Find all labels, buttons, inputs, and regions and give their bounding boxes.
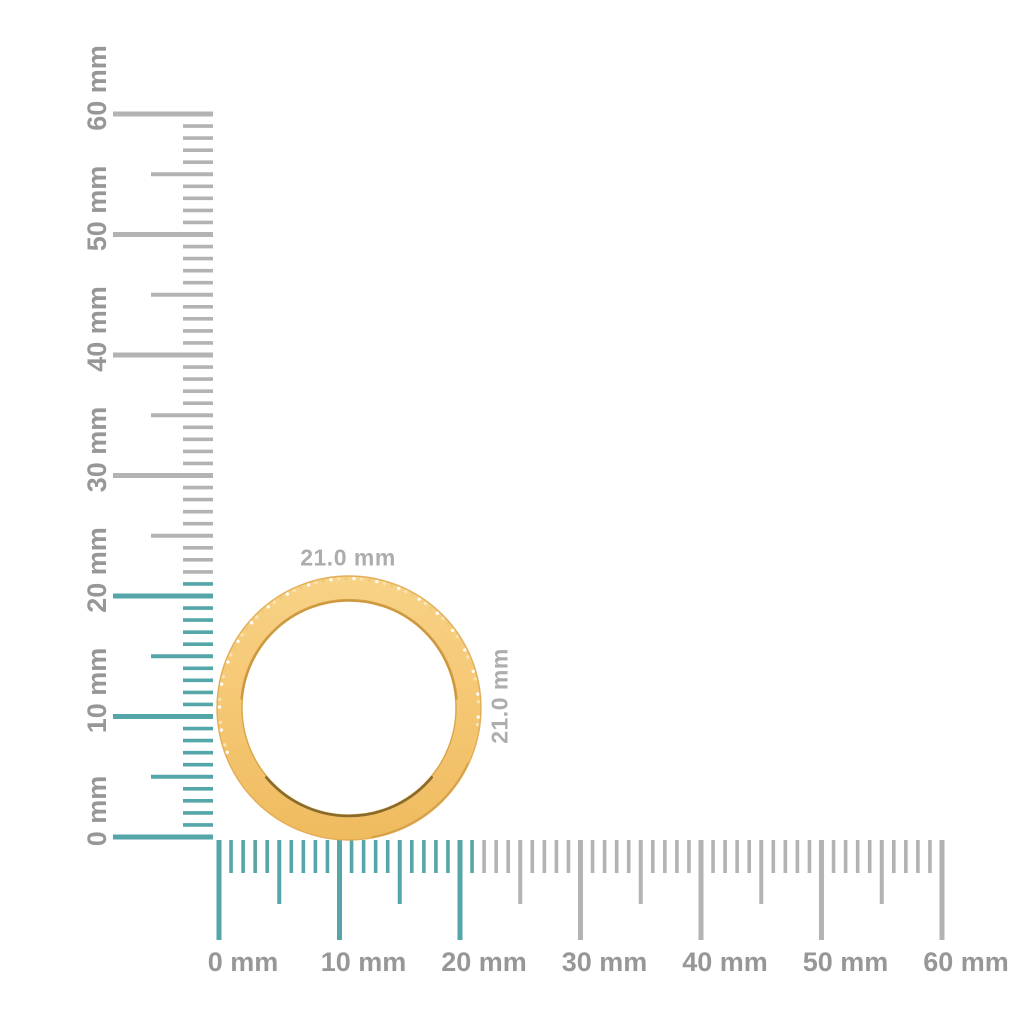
pave-stone (359, 577, 364, 581)
pave-stone (236, 639, 240, 644)
pave-stone (397, 586, 401, 591)
pave-stone (417, 597, 421, 601)
pave-stone (429, 606, 434, 610)
pave-stone (474, 684, 479, 689)
pave-stone (244, 626, 249, 631)
pave-stone (469, 662, 473, 666)
pave-stone (218, 690, 223, 694)
pave-stone (217, 705, 222, 709)
pave-stone (260, 610, 265, 614)
pave-stone (226, 660, 230, 664)
pave-stone (471, 669, 475, 674)
pave-stone (218, 720, 223, 725)
vertical-ruler-label: 50 mm (82, 166, 112, 252)
ring-height-dimension-label: 21.0 mm (486, 648, 513, 744)
pave-stone (475, 722, 480, 727)
horizontal-ruler: 0 mm 10 mm 20 mm 30 mm 40 mm 50 mm 60 mm (208, 840, 1009, 977)
vertical-ruler-label: 10 mm (82, 648, 112, 734)
pave-stone (266, 605, 270, 609)
pave-stone (299, 585, 304, 590)
pave-stone (375, 579, 379, 584)
pave-stone (455, 635, 459, 639)
pave-stone (220, 682, 224, 686)
gold-ring (216, 575, 482, 841)
pave-stone (240, 633, 244, 637)
pave-stone (459, 641, 463, 645)
pave-stone (450, 628, 455, 633)
pave-stone (344, 576, 348, 581)
pave-stone (466, 655, 470, 659)
pave-stone (435, 611, 440, 615)
pave-stone (404, 589, 408, 594)
pave-stone (232, 646, 236, 650)
pave-stone (223, 667, 228, 671)
pave-stone (279, 596, 283, 600)
ring-shading-arc (370, 762, 469, 838)
horizontal-ruler-label: 60 mm (923, 947, 1009, 977)
pave-stone (476, 715, 480, 719)
pave-stone (476, 699, 481, 704)
pave-stone (410, 593, 415, 597)
vertical-ruler: 0 mm 10 mm 20 mm 30 mm 40 mm 50 mm 60 mm (82, 45, 213, 846)
ring-inner-edge (241, 600, 457, 816)
pave-stone (221, 735, 225, 740)
pave-stone (223, 743, 227, 747)
ring-outer-edge (216, 575, 482, 841)
horizontal-ruler-label: 0 mm (208, 947, 279, 977)
vertical-ruler-label: 60 mm (82, 45, 112, 131)
pave-stone (314, 581, 318, 585)
pave-stone (473, 677, 477, 681)
pave-stone (382, 581, 386, 586)
pave-stone (217, 713, 222, 717)
pave-stone (476, 707, 481, 712)
ring-shading-arc (264, 776, 434, 818)
pave-stone (255, 615, 259, 619)
horizontal-ruler-label: 40 mm (682, 947, 768, 977)
horizontal-ruler-label: 20 mm (441, 947, 527, 977)
pave-stone (329, 578, 333, 582)
ring-shading-arc (240, 598, 458, 700)
pave-stone (321, 579, 326, 583)
horizontal-ruler-label: 30 mm (562, 947, 648, 977)
pave-stone (336, 577, 341, 581)
ring-width-dimension-label: 21.0 mm (300, 544, 396, 571)
pave-stone (218, 697, 222, 702)
vertical-ruler-label: 20 mm (82, 527, 112, 613)
pave-stone (423, 601, 428, 606)
vertical-ruler-label: 30 mm (82, 407, 112, 493)
vertical-ruler-label: 40 mm (82, 286, 112, 372)
pave-stone (219, 728, 224, 732)
pave-stone (306, 583, 311, 587)
horizontal-ruler-label: 50 mm (803, 947, 889, 977)
pave-stone (463, 648, 467, 652)
pave-stone (389, 584, 394, 588)
vertical-ruler-label: 0 mm (82, 776, 112, 847)
pave-stone (272, 600, 277, 604)
pave-stone (229, 653, 233, 657)
pave-stone (292, 588, 296, 593)
pave-stone (249, 620, 254, 625)
pave-stone (352, 576, 356, 581)
pave-stone (367, 578, 371, 582)
horizontal-ruler-label: 10 mm (321, 947, 407, 977)
pave-stone (441, 616, 445, 621)
pave-stone (285, 592, 290, 596)
pave-stone (221, 674, 226, 679)
pave-stone (446, 622, 450, 627)
pave-stone (225, 750, 230, 754)
pave-stone (476, 692, 480, 696)
